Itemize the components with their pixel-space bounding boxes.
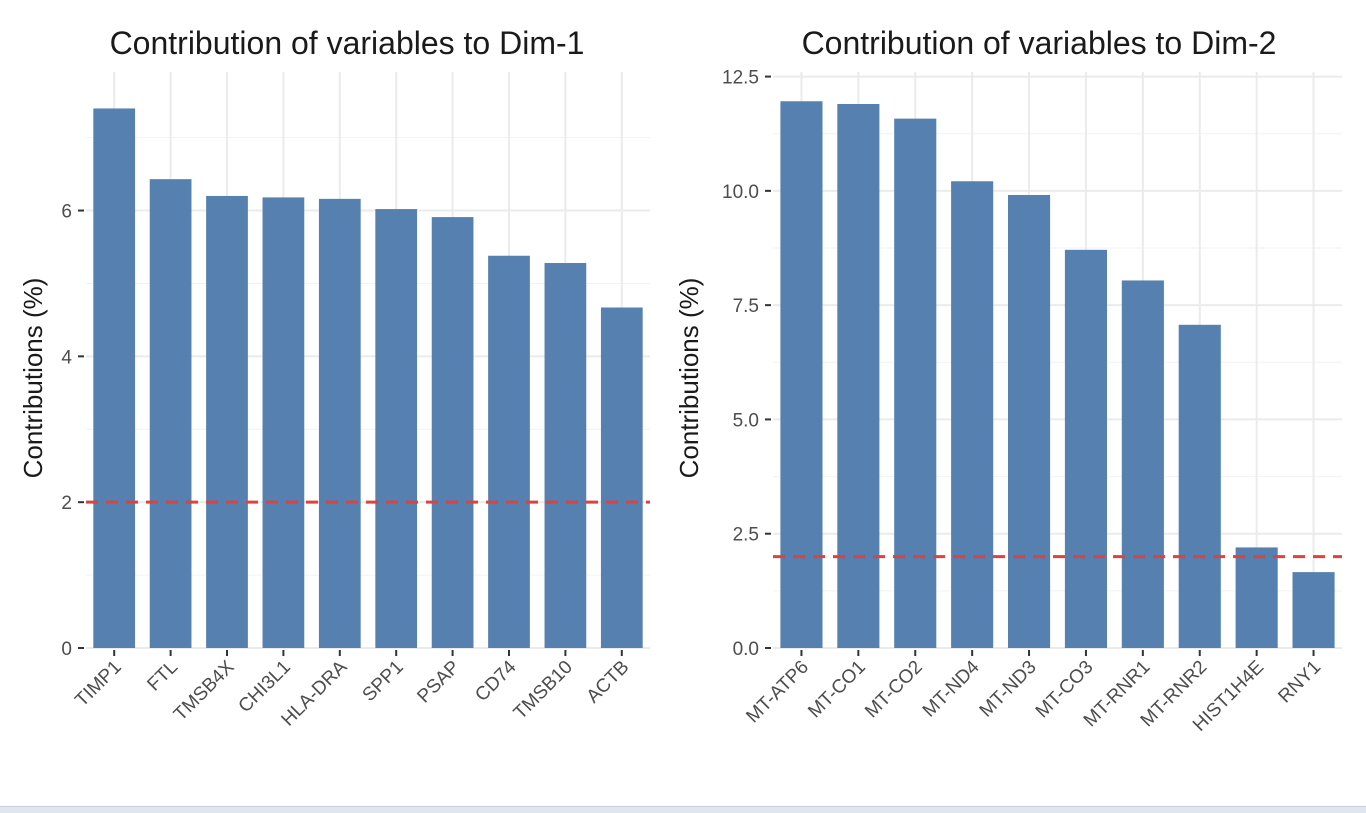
dim1-bar-spp1: [375, 209, 418, 648]
dim2-bar-mt-nd3: [1007, 194, 1051, 648]
dim1-x-tick-label: TMSB4X: [170, 656, 239, 725]
dim2-y-tick-label: 10.0: [722, 182, 759, 203]
dim1-bar-psap: [431, 217, 474, 648]
dim2-x-tick-label: MT-ND4: [919, 656, 984, 721]
dim2-x-axis: MT-ATP6MT-CO1MT-CO2MT-ND4MT-ND3MT-CO3MT-…: [742, 650, 1325, 736]
dim1-y-axis-title: Contributions (%): [18, 278, 48, 479]
dim2-x-tick-label: RNY1: [1274, 657, 1325, 708]
dim2-x-tick-label: MT-ATP6: [742, 657, 813, 728]
dim2-bar-hist1h4e: [1235, 547, 1278, 648]
dim1-y-tick-label: 6: [61, 202, 72, 223]
dim1-bar-chi3l1: [262, 197, 305, 648]
dim1-y-tick-label: 4: [61, 347, 72, 368]
dim2-x-tick-label: MT-CO1: [804, 657, 870, 723]
dim1-bar-actb: [600, 307, 643, 648]
dim1-x-tick-label: SPP1: [359, 657, 408, 706]
dim1-chart: Contribution of variables to Dim-1 Contr…: [18, 25, 650, 731]
dim1-y-axis: 0 2 4 6: [61, 202, 84, 660]
dim2-y-tick-label: 0.0: [733, 639, 759, 660]
dim1-x-tick-label: ACTB: [583, 657, 634, 708]
dim2-x-tick-label: MT-CO2: [861, 657, 927, 723]
dim1-bar-ftl: [149, 179, 192, 648]
window-bottom-border: [0, 806, 1366, 813]
dim2-bar-mt-co1: [837, 104, 880, 648]
dim2-y-axis-title: Contributions (%): [674, 278, 704, 479]
dim1-x-tick-label: PSAP: [413, 657, 464, 708]
dim2-y-tick-label: 7.5: [733, 296, 759, 317]
dim2-y-tick-label: 5.0: [733, 410, 759, 431]
dim2-bar-rny1: [1292, 572, 1335, 648]
dim1-y-tick-label: 0: [61, 639, 72, 660]
dim1-bar-timp1: [93, 108, 136, 649]
dim2-chart: Contribution of variables to Dim-2 Contr…: [674, 25, 1342, 736]
dim1-x-tick-label: CD74: [471, 656, 521, 706]
dim1-x-tick-label: FTL: [143, 657, 182, 696]
dim2-bar-mt-atp6: [780, 101, 823, 648]
dim2-bar-mt-rnr2: [1178, 324, 1221, 648]
dim1-chart-title: Contribution of variables to Dim-1: [110, 25, 585, 61]
dim2-chart-title: Contribution of variables to Dim-2: [802, 25, 1277, 61]
dim2-y-axis: 0.0 2.5 5.0 7.5 10.0 12.5: [722, 68, 771, 660]
dim2-bar-mt-rnr1: [1121, 280, 1164, 648]
dim1-x-tick-label: TIMP1: [71, 657, 125, 711]
dim1-x-tick-label: TMSB10: [510, 657, 577, 724]
dim2-bar-mt-co2: [894, 118, 937, 649]
dim2-bars: [780, 101, 1335, 649]
dim2-y-tick-label: 12.5: [722, 68, 759, 89]
dim1-bars: [93, 108, 643, 649]
dim2-x-tick-label: MT-ND3: [976, 657, 1041, 722]
dim1-bar-hla-dra: [318, 198, 361, 648]
dim1-y-tick-label: 2: [61, 493, 72, 514]
dim1-bar-cd74: [488, 255, 530, 649]
dim2-bar-mt-nd4: [951, 181, 994, 648]
dim2-bar-mt-co3: [1064, 249, 1108, 649]
dim1-bar-tmsb10: [544, 263, 587, 648]
dim1-bar-tmsb4x: [206, 195, 248, 648]
dim2-y-tick-label: 2.5: [733, 525, 759, 546]
